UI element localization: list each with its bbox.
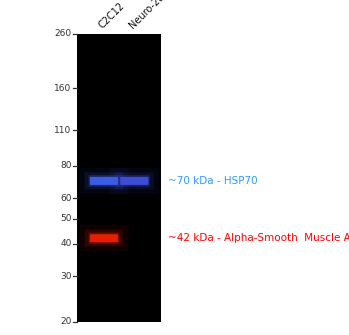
FancyBboxPatch shape [79, 168, 128, 194]
FancyBboxPatch shape [79, 225, 128, 251]
Text: 20: 20 [60, 317, 72, 326]
Text: 80: 80 [60, 161, 72, 171]
Text: C2C12: C2C12 [97, 0, 127, 30]
Text: 110: 110 [54, 126, 72, 135]
FancyBboxPatch shape [90, 234, 118, 242]
FancyBboxPatch shape [84, 172, 124, 189]
FancyBboxPatch shape [120, 177, 149, 185]
Text: Neuro-2a: Neuro-2a [127, 0, 166, 30]
Text: 60: 60 [60, 194, 72, 203]
Text: ~70 kDa - HSP70: ~70 kDa - HSP70 [168, 176, 257, 186]
FancyBboxPatch shape [89, 232, 119, 244]
Text: ~42 kDa - Alpha-Smooth  Muscle Actin: ~42 kDa - Alpha-Smooth Muscle Actin [168, 233, 349, 243]
Text: 50: 50 [60, 214, 72, 223]
Text: 260: 260 [54, 29, 72, 38]
Text: 160: 160 [54, 83, 72, 92]
Bar [77, 34, 161, 322]
FancyBboxPatch shape [90, 177, 118, 185]
FancyBboxPatch shape [89, 175, 119, 187]
FancyBboxPatch shape [115, 172, 154, 189]
FancyBboxPatch shape [110, 168, 159, 194]
Text: 30: 30 [60, 272, 72, 280]
Text: 40: 40 [60, 239, 72, 248]
FancyBboxPatch shape [84, 230, 124, 247]
FancyBboxPatch shape [119, 175, 150, 187]
